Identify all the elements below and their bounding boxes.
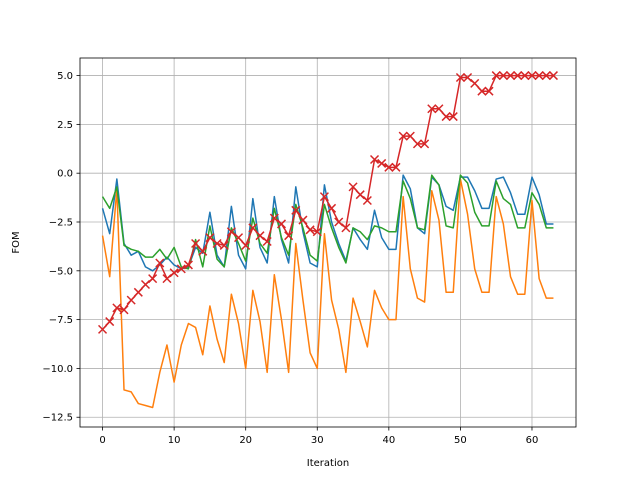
- series-4-point: [369, 154, 380, 165]
- series-4-point: [305, 225, 315, 235]
- series-4-point: [427, 104, 437, 114]
- series-line-3: [101, 174, 554, 270]
- series-4-point: [420, 139, 430, 149]
- series-4-point: [548, 71, 558, 81]
- y-tick-label: −12.5: [42, 413, 73, 424]
- series-4-point: [241, 240, 251, 250]
- series-4-point: [527, 71, 537, 81]
- series-4-point: [119, 305, 129, 315]
- x-tick-label: 20: [239, 435, 252, 446]
- series-4-point: [405, 131, 415, 141]
- series-4-point: [334, 217, 344, 227]
- x-axis-label: Iteration: [307, 458, 349, 469]
- series-4-point: [412, 139, 422, 149]
- series-4-point: [212, 238, 222, 249]
- series-4-point: [191, 238, 201, 249]
- series-4-point: [112, 303, 122, 313]
- series-4-point: [355, 190, 365, 200]
- series-4-point: [276, 219, 287, 229]
- series-4-point: [484, 86, 494, 96]
- series-4-point: [398, 131, 408, 141]
- series-4-point: [255, 231, 265, 241]
- series-4-point: [126, 295, 136, 305]
- series-4-point: [327, 203, 337, 213]
- series-4-point: [219, 240, 229, 250]
- series-4-point: [205, 233, 215, 243]
- series-4-point: [162, 274, 172, 284]
- series-4-point: [434, 104, 444, 114]
- series-4-point: [448, 112, 458, 122]
- series-4-point: [169, 268, 179, 278]
- series-4-point: [248, 223, 258, 233]
- y-tick-label: 5.0: [57, 71, 73, 82]
- series-4-point: [105, 317, 115, 327]
- plot-frame: [79, 57, 577, 428]
- series-4-point: [441, 112, 451, 122]
- x-tick-label: 0: [99, 435, 105, 446]
- series-4-point: [133, 287, 143, 297]
- x-tick-label: 10: [168, 435, 181, 446]
- y-tick-label: 0.0: [57, 169, 73, 180]
- series-4-point: [183, 260, 193, 270]
- series-4-point: [284, 231, 294, 241]
- series-4-point: [312, 227, 322, 237]
- series-4-point: [534, 71, 544, 81]
- series-4-point: [269, 213, 279, 223]
- y-tick-label: 2.5: [57, 120, 73, 131]
- series-4-point: [234, 233, 244, 243]
- series-4-point: [155, 258, 165, 268]
- x-tick-label: 50: [454, 435, 467, 446]
- series-4-point: [226, 227, 236, 237]
- x-tick-label: 60: [526, 435, 539, 446]
- series-4-point: [319, 192, 329, 202]
- series-4-point: [491, 71, 501, 81]
- series-4-point: [391, 162, 401, 172]
- y-axis-label: FOM: [11, 231, 22, 253]
- series-4-point: [498, 71, 508, 81]
- y-tick-label: −10.0: [42, 364, 73, 375]
- x-tick-label: 30: [311, 435, 324, 446]
- series-4-point: [455, 72, 465, 83]
- series-4-point: [98, 324, 108, 334]
- series-4-point: [377, 158, 387, 168]
- series-4-point: [477, 86, 487, 96]
- x-tick-label: 40: [382, 435, 395, 446]
- series-4-point: [298, 215, 308, 225]
- series-4-point: [505, 71, 516, 81]
- y-tick-label: −7.5: [49, 315, 73, 326]
- series-4-point: [362, 195, 372, 206]
- series-4-point: [384, 162, 394, 172]
- series-4-point: [176, 264, 186, 274]
- series-4-point: [198, 246, 208, 256]
- series-markers: [98, 71, 558, 334]
- axis-ticks: 0 10 20 30 40 50 60 −12.5 −10.0 −7.5 −5.0 −2.5 0.0 2.…: [42, 71, 538, 446]
- series-4-point: [341, 223, 351, 233]
- series-4-point: [541, 71, 551, 81]
- series-4-point: [291, 205, 301, 215]
- series-4-point: [470, 78, 480, 88]
- series-4-point: [513, 71, 523, 81]
- series-4-point: [262, 236, 272, 247]
- series-4-point: [520, 71, 530, 81]
- y-tick-label: −5.0: [49, 266, 73, 277]
- series-4-point: [463, 72, 473, 83]
- y-tick-label: −2.5: [49, 218, 73, 229]
- series-4-point: [348, 182, 358, 192]
- series-4-point: [140, 279, 151, 290]
- series-line-2: [101, 178, 554, 409]
- series-4-point: [148, 274, 158, 284]
